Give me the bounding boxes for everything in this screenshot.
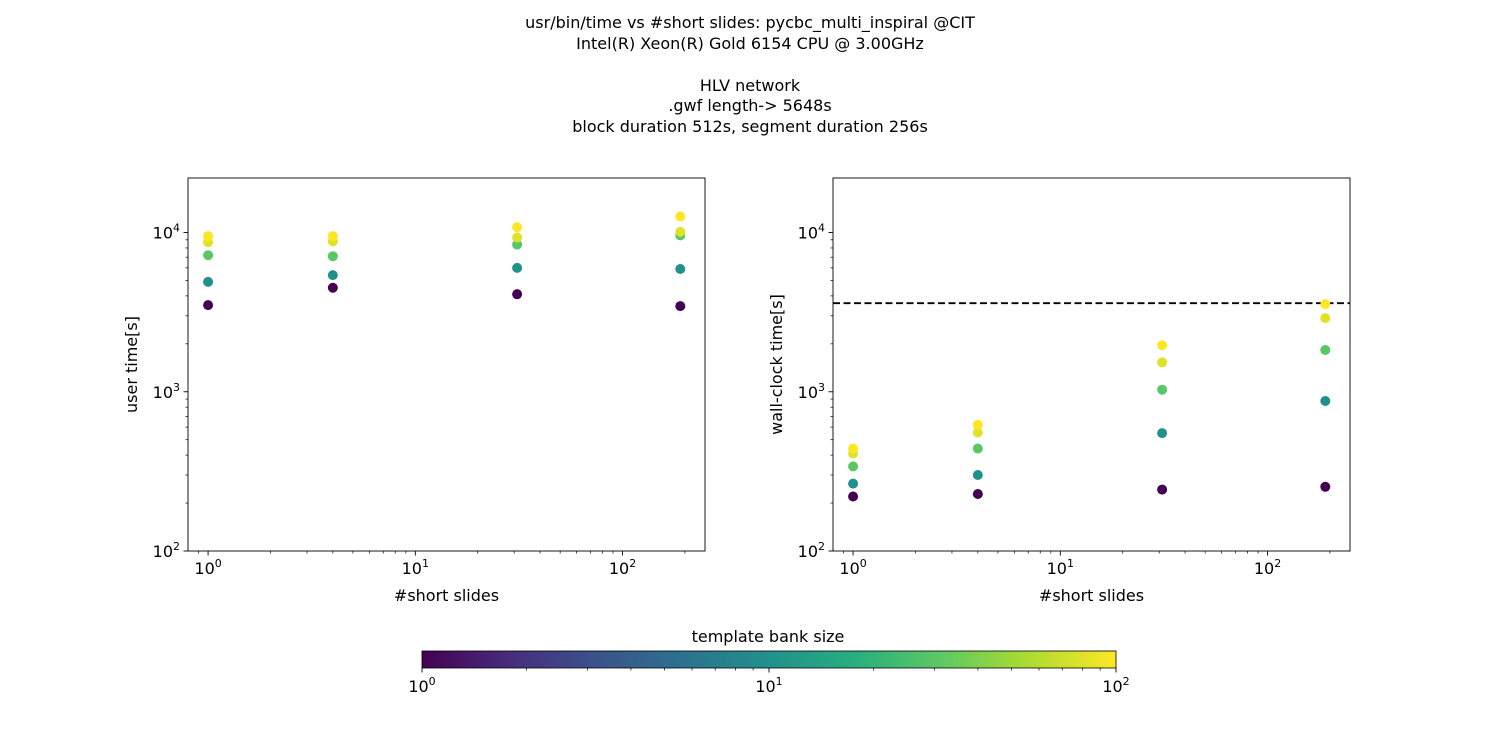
scatter-point: [848, 491, 859, 502]
x-tick-label-2-base: 10: [1254, 559, 1274, 578]
y-tick-label-1-exponent: 3: [818, 381, 825, 394]
y-tick-label-2-base: 10: [798, 224, 818, 243]
x-tick-label-2: 102: [1254, 557, 1281, 578]
x-axis-label: #short slides: [1039, 586, 1144, 605]
colorbar-tick-label-0-exponent: 0: [429, 675, 436, 688]
scatter-point: [1320, 395, 1331, 406]
y-tick-label-0: 102: [798, 540, 825, 561]
y-tick-label-1: 103: [798, 381, 825, 402]
x-tick-label-1-base: 10: [1047, 559, 1067, 578]
scatter-point: [1320, 299, 1331, 310]
scatter-point: [675, 211, 686, 222]
y-tick-label-0: 102: [153, 540, 180, 561]
x-tick-label-2-base: 10: [609, 559, 629, 578]
colorbar-tick-label-1: 101: [755, 675, 782, 696]
y-tick-label-1: 103: [153, 381, 180, 402]
x-tick-label-0: 100: [194, 557, 221, 578]
y-axis-label: wall-clock time[s]: [767, 294, 786, 435]
y-tick-label-1-base: 10: [798, 383, 818, 402]
scatter-point: [1157, 484, 1168, 495]
colorbar-tick-label-0-base: 10: [408, 677, 428, 696]
colorbar-tick-label-2-base: 10: [1102, 677, 1122, 696]
axes-frame: [187, 177, 706, 552]
y-tick-label-1-exponent: 3: [173, 381, 180, 394]
colorbar-tick-label-2: 102: [1102, 675, 1129, 696]
scatter-point: [203, 250, 214, 261]
scatter-point: [1157, 428, 1168, 439]
colorbar: template bank size 100 101 102: [408, 627, 1129, 696]
x-tick-label-1: 101: [1047, 557, 1074, 578]
scatter-point: [512, 262, 523, 273]
x-tick-label-1-exponent: 1: [422, 557, 429, 570]
y-tick-label-0-exponent: 2: [818, 540, 825, 553]
scatter-point: [203, 276, 214, 287]
x-tick-label-0-base: 10: [194, 559, 214, 578]
x-tick-label-0-base: 10: [839, 559, 859, 578]
axes-frame: [832, 177, 1351, 552]
colorbar-tick-label-0: 100: [408, 675, 435, 696]
colorbar-tick-label-2-exponent: 2: [1123, 675, 1130, 688]
title-line-2: Intel(R) Xeon(R) Gold 6154 CPU @ 3.00GHz: [576, 34, 924, 53]
scatter-point: [512, 289, 523, 300]
scatter-point: [848, 478, 859, 489]
scatter-point: [675, 301, 686, 312]
scatter-point: [327, 251, 338, 262]
colorbar-label: template bank size: [692, 627, 845, 646]
colorbar-tick-label-1-exponent: 1: [776, 675, 783, 688]
scatter-point: [972, 470, 983, 481]
scatter-point: [848, 443, 859, 454]
colorbar-gradient: [421, 650, 1117, 669]
x-axis-label: #short slides: [394, 586, 499, 605]
y-tick-label-0-base: 10: [798, 542, 818, 561]
scatter-point: [675, 264, 686, 275]
x-tick-label-0-exponent: 0: [215, 557, 222, 570]
title-line-5: .gwf length-> 5648s: [668, 96, 831, 115]
scatter-point: [203, 231, 214, 242]
scatter-point: [512, 232, 523, 243]
x-tick-label-0: 100: [839, 557, 866, 578]
title-line-6: block duration 512s, segment duration 25…: [572, 117, 928, 136]
y-tick-label-2-base: 10: [153, 224, 173, 243]
x-tick-label-2-exponent: 2: [1274, 557, 1281, 570]
scatter-point: [972, 427, 983, 438]
scatter-point: [327, 270, 338, 281]
scatter-point: [327, 282, 338, 293]
scatter-point: [327, 231, 338, 242]
scatter-point: [1157, 384, 1168, 395]
scatter-point: [972, 419, 983, 430]
scatter-point: [1320, 313, 1331, 324]
y-tick-label-1-base: 10: [153, 383, 173, 402]
scatter-point: [512, 222, 523, 233]
x-tick-label-0-exponent: 0: [860, 557, 867, 570]
y-tick-label-2-exponent: 4: [818, 222, 825, 235]
x-tick-label-1-exponent: 1: [1067, 557, 1074, 570]
y-axis-label: user time[s]: [122, 316, 141, 413]
scatter-point: [1320, 481, 1331, 492]
y-tick-label-2-exponent: 4: [173, 222, 180, 235]
scatter-point: [972, 443, 983, 454]
scatter-point: [1157, 340, 1168, 351]
x-tick-label-2-exponent: 2: [629, 557, 636, 570]
scatter-point: [675, 226, 686, 237]
y-tick-label-0-base: 10: [153, 542, 173, 561]
y-tick-label-0-exponent: 2: [173, 540, 180, 553]
title-line-1: usr/bin/time vs #short slides: pycbc_mul…: [525, 13, 975, 33]
colorbar-tick-label-1-base: 10: [755, 677, 775, 696]
y-tick-label-2: 104: [153, 222, 180, 243]
x-tick-label-2: 102: [609, 557, 636, 578]
scatter-point: [972, 489, 983, 500]
figure-title: usr/bin/time vs #short slides: pycbc_mul…: [525, 13, 975, 136]
scatter-point: [1157, 357, 1168, 368]
scatter-point: [848, 461, 859, 472]
scatter-point: [203, 300, 214, 311]
x-tick-label-1-base: 10: [402, 559, 422, 578]
x-tick-label-1: 101: [402, 557, 429, 578]
title-line-4: HLV network: [700, 76, 801, 95]
scatter-point: [1320, 344, 1331, 355]
y-tick-label-2: 104: [798, 222, 825, 243]
scatter-point: [512, 239, 523, 250]
